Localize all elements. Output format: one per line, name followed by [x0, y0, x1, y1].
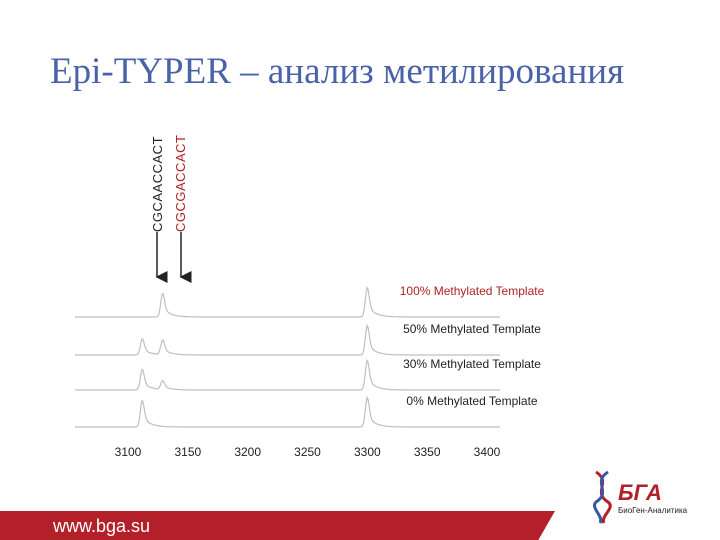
spectrum-trace — [75, 285, 500, 318]
x-tick-label: 3150 — [174, 445, 201, 459]
trace-label: 100% Methylated Template — [400, 284, 545, 298]
mass-spectrum-chart: 100% Methylated Template 50% Methylated T… — [75, 232, 545, 459]
trace-label: 50% Methylated Template — [403, 322, 541, 336]
spectrum-trace — [75, 323, 500, 356]
logo-abbreviation: БГА — [618, 480, 662, 505]
trace-label: 30% Methylated Template — [403, 357, 541, 371]
x-tick-label: 3400 — [474, 445, 501, 459]
trace-label: 0% Methylated Template — [406, 394, 538, 408]
footer-bar: www.bga.su — [0, 511, 555, 540]
dna-helix-icon — [593, 470, 612, 524]
x-tick-label: 3300 — [354, 445, 381, 459]
logo-company-name: БиоГен-Аналитика — [618, 506, 688, 515]
x-tick-label: 3200 — [234, 445, 261, 459]
x-tick-label: 3100 — [115, 445, 142, 459]
spectrum-trace — [75, 395, 500, 428]
spectrum-trace — [75, 358, 500, 391]
slide-title: Epi-TYPER – анализ метилирования — [50, 51, 625, 92]
footer-url: www.bga.su — [53, 516, 151, 536]
x-tick-label: 3250 — [294, 445, 321, 459]
x-tick-label: 3350 — [414, 445, 441, 459]
company-logo: БГА БиоГен-Аналитика — [590, 470, 710, 525]
